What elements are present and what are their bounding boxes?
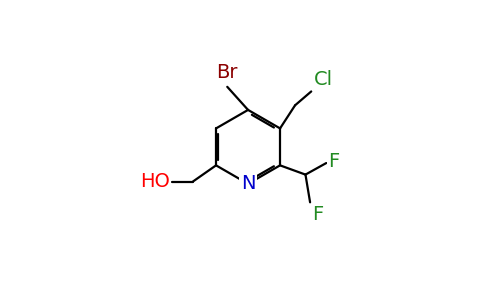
Text: Cl: Cl (314, 70, 333, 89)
Text: N: N (241, 174, 255, 193)
Text: F: F (329, 152, 340, 171)
Text: Br: Br (216, 63, 238, 82)
Text: HO: HO (140, 172, 170, 191)
Text: F: F (312, 205, 324, 224)
